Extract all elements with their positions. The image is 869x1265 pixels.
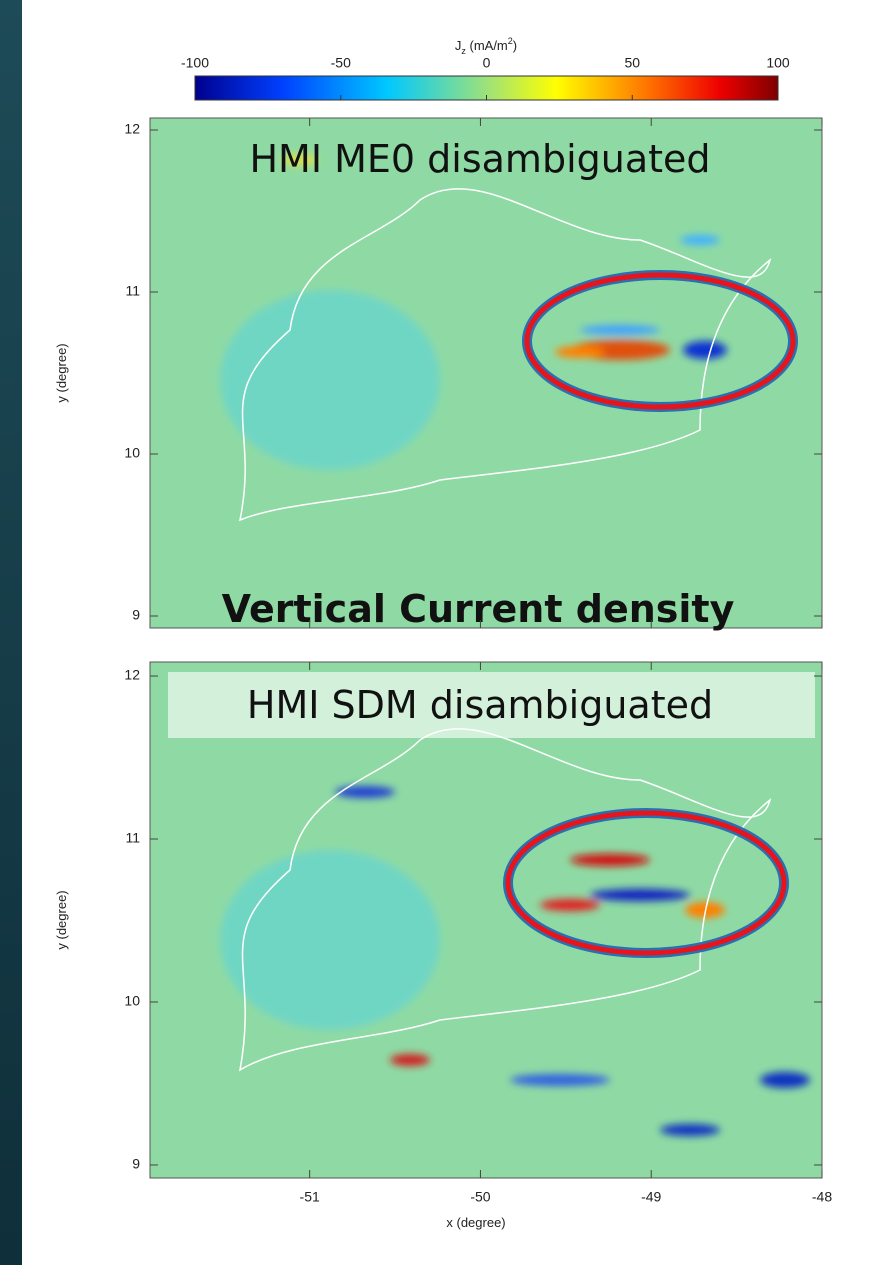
y-tick-label: 10 <box>124 445 140 461</box>
caption: Vertical Current density <box>222 587 735 631</box>
x-tick-label: -50 <box>470 1189 490 1205</box>
title-box <box>168 672 815 738</box>
highlight <box>524 272 796 410</box>
contour <box>238 188 772 522</box>
y-tick-label: 12 <box>124 121 140 137</box>
contour <box>238 728 772 1072</box>
y-tick-label: 12 <box>124 667 140 683</box>
y-axis-label: y (degree) <box>54 343 69 402</box>
colorbar-label: Jz (mA/m2) <box>455 36 517 56</box>
panel: HMI SDM disambiguated 9 10 11 12 <box>124 661 823 1179</box>
panel: HMI ME0 disambiguated Vertical Current d… <box>124 117 823 631</box>
y-tick-label: 11 <box>125 830 140 846</box>
panel-title: HMI SDM disambiguated <box>247 683 713 727</box>
colorbar-tick-label: 0 <box>483 55 491 71</box>
x-tick-label: -49 <box>641 1189 661 1205</box>
highlight <box>505 810 787 956</box>
y-tick-label: 9 <box>132 1156 140 1172</box>
colorbar-tick-label: -100 <box>181 55 209 71</box>
x-tick-label: -51 <box>300 1189 320 1205</box>
y-tick-label: 11 <box>125 283 140 299</box>
x-axis-label: x (degree) <box>446 1215 505 1230</box>
y-tick-label: 9 <box>132 607 140 623</box>
heatmap-features <box>220 154 727 470</box>
colorbar-tick-label: 50 <box>624 55 640 71</box>
colorbar-tick-label: -50 <box>331 55 351 71</box>
x-tick-label: -48 <box>812 1189 832 1205</box>
y-axis-label: y (degree) <box>54 890 69 949</box>
panel-title: HMI ME0 disambiguated <box>249 137 710 181</box>
y-tick-label: 10 <box>124 993 140 1009</box>
colorbar-tick-label: 100 <box>766 55 790 71</box>
